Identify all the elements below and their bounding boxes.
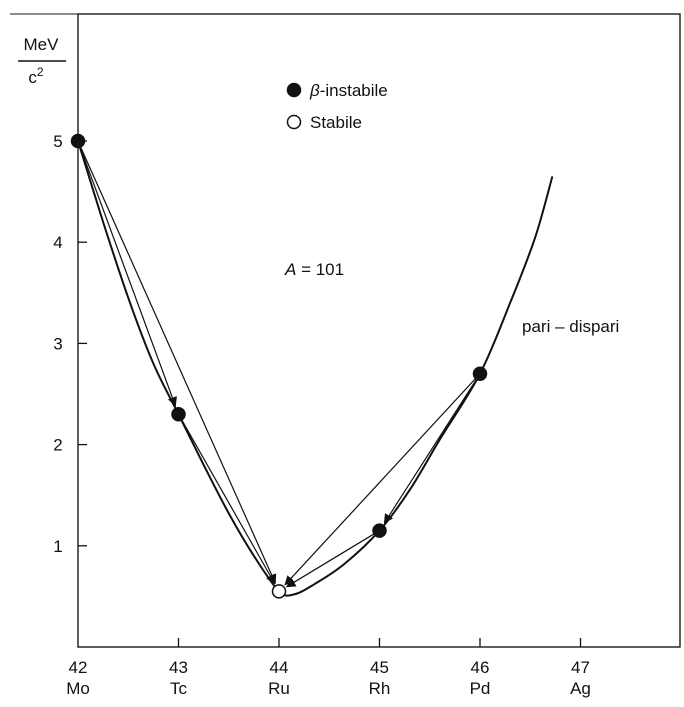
isobar-points [70,133,488,599]
legend: β-instabile Stabile [286,81,388,132]
x-tick-atomic-number: 44 [270,658,289,677]
x-tick-element-symbol: Pd [470,679,491,698]
legend-marker-filled [286,82,302,98]
decay-arrow [79,145,277,584]
y-tick-label: 2 [53,436,62,455]
stable-isobar-point [271,584,287,599]
legend-label-stable: Stabile [310,113,362,132]
decay-arrow [285,532,376,588]
y-tick-label: 3 [53,334,62,353]
decay-arrow [79,145,177,407]
legend-label-unstable: β-instabile [309,81,388,100]
x-tick-atomic-number: 47 [571,658,590,677]
x-tick-atomic-number: 45 [370,658,389,677]
y-tick-label: 1 [53,537,62,556]
x-tick-atomic-number: 43 [169,658,188,677]
x-tick-element-symbol: Ag [570,679,591,698]
y-unit-numerator: MeV [24,35,60,54]
x-tick-element-symbol: Tc [170,679,188,698]
x-tick-atomic-number: 46 [471,658,490,677]
unstable-isobar-point [171,406,186,422]
y-tick-label: 5 [53,132,62,151]
curve-label: pari – dispari [522,317,619,336]
decay-arrows [79,145,478,588]
x-tick-element-symbol: Mo [66,679,90,698]
unstable-isobar-point [372,523,387,538]
decay-arrow [180,418,276,585]
legend-marker-open [286,114,302,130]
unstable-isobar-point [472,366,488,382]
x-tick-atomic-number: 42 [69,658,88,677]
unstable-isobar-point [70,133,86,149]
x-tick-element-symbol: Rh [369,679,391,698]
y-tick-label: 4 [53,233,62,252]
x-tick-element-symbol: Ru [268,679,290,698]
y-axis-ticks: 1 2 3 4 5 [53,132,87,556]
decay-arrow [383,377,478,524]
mass-number-label: A = 101 [284,260,344,279]
y-unit-denominator: c2 [28,65,44,87]
decay-arrow [284,376,478,586]
x-axis-ticks: 42 Mo 43 Tc 44 Ru 45 Rh 46 Pd 47 Ag [66,638,591,698]
